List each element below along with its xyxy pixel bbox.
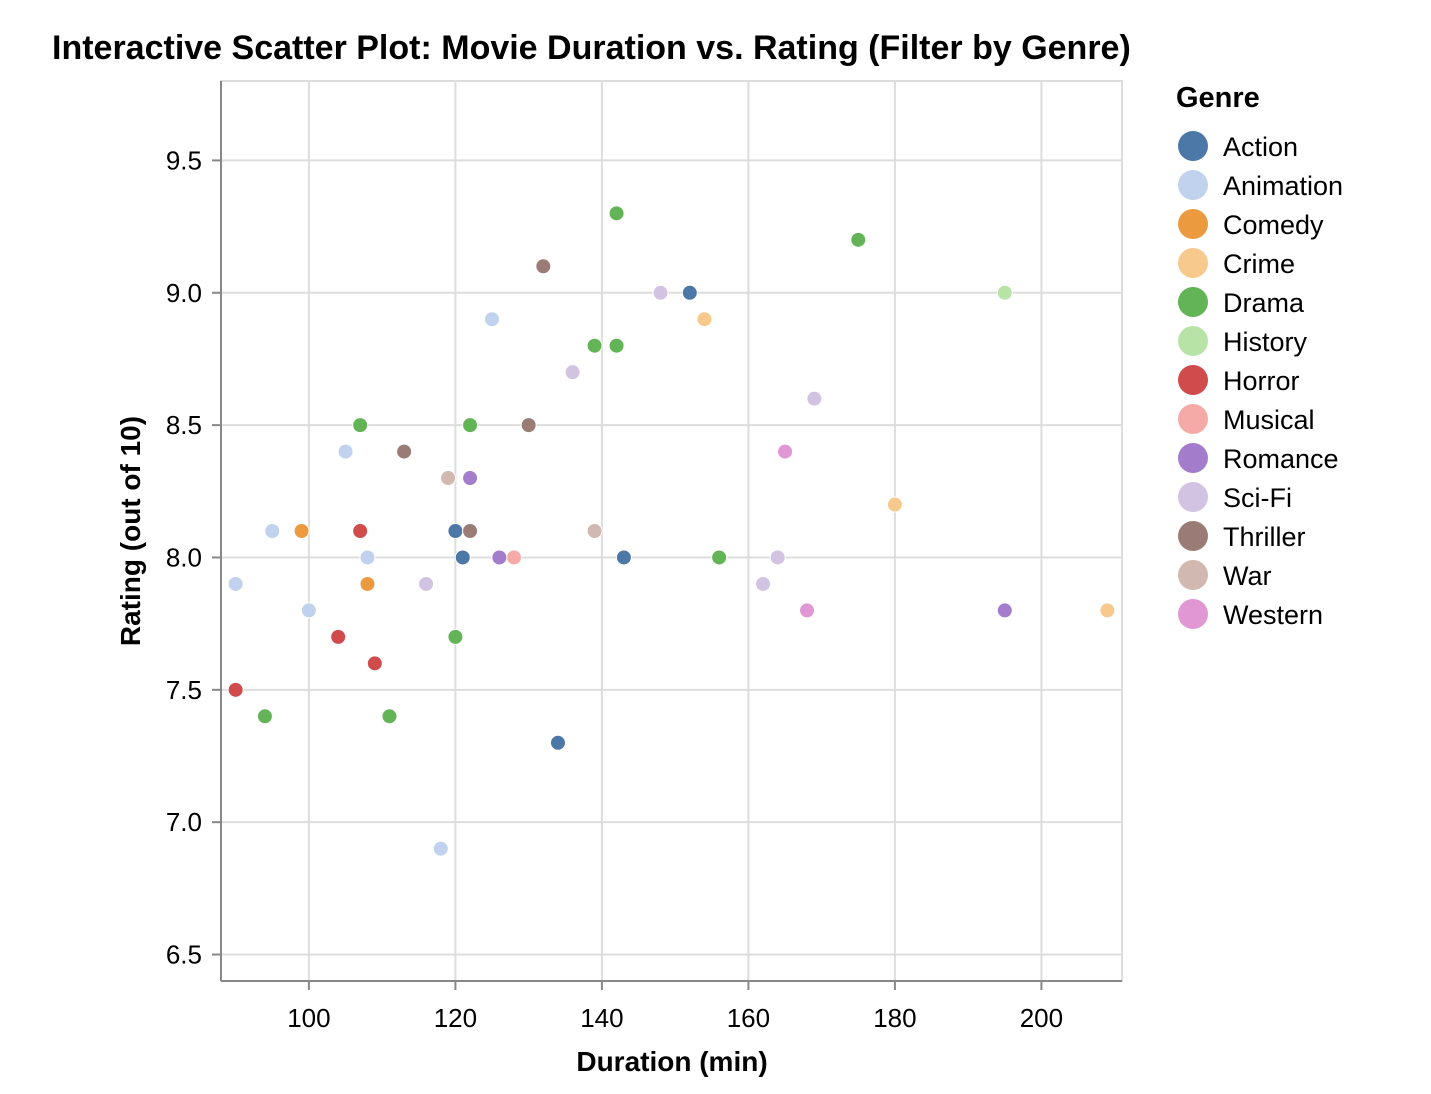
legend-swatch-horror[interactable] — [1178, 365, 1208, 395]
data-point-horror[interactable] — [330, 628, 347, 645]
legend-swatch-comedy[interactable] — [1178, 209, 1208, 239]
legend-swatch-animation[interactable] — [1178, 170, 1208, 200]
point-layer — [227, 205, 1116, 857]
x-tick-label: 120 — [434, 1003, 477, 1033]
data-point-drama[interactable] — [462, 417, 479, 434]
data-point-thriller[interactable] — [396, 443, 413, 460]
data-point-sci-fi[interactable] — [564, 364, 581, 381]
y-tick-label: 6.5 — [166, 940, 202, 970]
legend-label-drama[interactable]: Drama — [1223, 288, 1305, 318]
y-tick-label: 7.0 — [166, 807, 202, 837]
data-point-animation[interactable] — [432, 840, 449, 857]
data-point-thriller[interactable] — [462, 523, 479, 539]
data-point-drama[interactable] — [711, 549, 728, 566]
legend-swatch-thriller[interactable] — [1178, 521, 1208, 551]
data-point-action[interactable] — [681, 284, 698, 301]
data-point-animation[interactable] — [337, 443, 354, 460]
data-point-comedy[interactable] — [293, 523, 310, 539]
legend-swatch-crime[interactable] — [1178, 248, 1208, 278]
data-point-action[interactable] — [549, 734, 566, 751]
data-point-drama[interactable] — [850, 231, 867, 248]
grid-layer — [220, 80, 1123, 982]
data-point-drama[interactable] — [352, 417, 369, 434]
legend-swatch-romance[interactable] — [1178, 443, 1208, 473]
y-tick-label: 8.5 — [166, 410, 202, 440]
y-tick-label: 8.0 — [166, 542, 202, 572]
legend-label-crime[interactable]: Crime — [1223, 249, 1295, 279]
data-point-western[interactable] — [777, 443, 794, 460]
legend-label-action[interactable]: Action — [1223, 132, 1298, 162]
data-point-thriller[interactable] — [535, 258, 552, 275]
legend-swatch-action[interactable] — [1178, 131, 1208, 161]
data-point-comedy[interactable] — [359, 575, 376, 592]
x-tick-label: 140 — [580, 1003, 623, 1033]
data-point-animation[interactable] — [227, 575, 244, 592]
data-point-action[interactable] — [615, 549, 632, 566]
data-point-drama[interactable] — [447, 628, 464, 645]
axis-layer: 100 120 140 160 180 200 6.5 7.0 7.5 8.0 8.5 9.0 9.5 — [166, 81, 1122, 1033]
data-point-sci-fi[interactable] — [652, 284, 669, 301]
y-axis-title: Rating (out of 10) — [115, 416, 146, 646]
chart-title: Interactive Scatter Plot: Movie Duration… — [52, 29, 1131, 67]
data-point-musical[interactable] — [506, 549, 523, 566]
legend-title: Genre — [1176, 82, 1260, 114]
data-point-drama[interactable] — [586, 337, 603, 354]
data-point-animation[interactable] — [264, 523, 281, 539]
data-point-animation[interactable] — [484, 311, 501, 328]
legend-swatch-western[interactable] — [1178, 599, 1208, 629]
legend-label-war[interactable]: War — [1223, 561, 1272, 591]
legend-swatch-sci-fi[interactable] — [1178, 482, 1208, 512]
data-point-crime[interactable] — [886, 496, 903, 513]
x-tick-label: 200 — [1020, 1003, 1063, 1033]
y-tick-label: 9.5 — [166, 145, 202, 175]
data-point-sci-fi[interactable] — [418, 575, 435, 592]
legend-label-animation[interactable]: Animation — [1223, 171, 1343, 201]
legend: Genre Action Animation Comedy Crime Drama His… — [1176, 82, 1343, 630]
legend-label-romance[interactable]: Romance — [1223, 444, 1339, 474]
data-point-crime[interactable] — [696, 311, 713, 328]
data-point-sci-fi[interactable] — [806, 390, 823, 407]
legend-swatch-war[interactable] — [1178, 560, 1208, 590]
data-point-drama[interactable] — [608, 337, 625, 354]
legend-label-horror[interactable]: Horror — [1223, 366, 1300, 396]
data-point-horror[interactable] — [227, 681, 244, 698]
legend-swatch-drama[interactable] — [1178, 287, 1208, 317]
data-point-romance[interactable] — [462, 470, 479, 487]
x-axis-title: Duration (min) — [576, 1046, 767, 1077]
legend-label-comedy[interactable]: Comedy — [1223, 210, 1324, 240]
data-point-history[interactable] — [996, 284, 1013, 301]
data-point-western[interactable] — [799, 602, 816, 619]
data-point-drama[interactable] — [256, 708, 273, 725]
legend-swatch-musical[interactable] — [1178, 404, 1208, 434]
data-point-war[interactable] — [586, 523, 603, 539]
x-tick-label: 100 — [287, 1003, 330, 1033]
data-point-horror[interactable] — [352, 523, 369, 539]
x-tick-label: 160 — [727, 1003, 770, 1033]
data-point-action[interactable] — [447, 523, 464, 539]
data-point-animation[interactable] — [300, 602, 317, 619]
legend-label-thriller[interactable]: Thriller — [1223, 522, 1306, 552]
legend-label-sci-fi[interactable]: Sci-Fi — [1223, 483, 1292, 513]
data-point-sci-fi[interactable] — [755, 575, 772, 592]
data-point-drama[interactable] — [608, 205, 625, 222]
data-point-romance[interactable] — [996, 602, 1013, 619]
data-point-crime[interactable] — [1099, 602, 1116, 619]
data-point-sci-fi[interactable] — [769, 549, 786, 566]
legend-label-western[interactable]: Western — [1223, 600, 1323, 630]
data-point-war[interactable] — [440, 470, 457, 487]
data-point-animation[interactable] — [359, 549, 376, 566]
x-tick-label: 180 — [873, 1003, 916, 1033]
legend-swatch-history[interactable] — [1178, 326, 1208, 356]
data-point-horror[interactable] — [366, 655, 383, 672]
legend-label-history[interactable]: History — [1223, 327, 1308, 357]
y-tick-label: 9.0 — [166, 278, 202, 308]
data-point-action[interactable] — [454, 549, 471, 566]
y-tick-label: 7.5 — [166, 675, 202, 705]
data-point-romance[interactable] — [491, 549, 508, 566]
legend-label-musical[interactable]: Musical — [1223, 405, 1315, 435]
data-point-drama[interactable] — [381, 708, 398, 725]
data-point-thriller[interactable] — [520, 417, 537, 434]
